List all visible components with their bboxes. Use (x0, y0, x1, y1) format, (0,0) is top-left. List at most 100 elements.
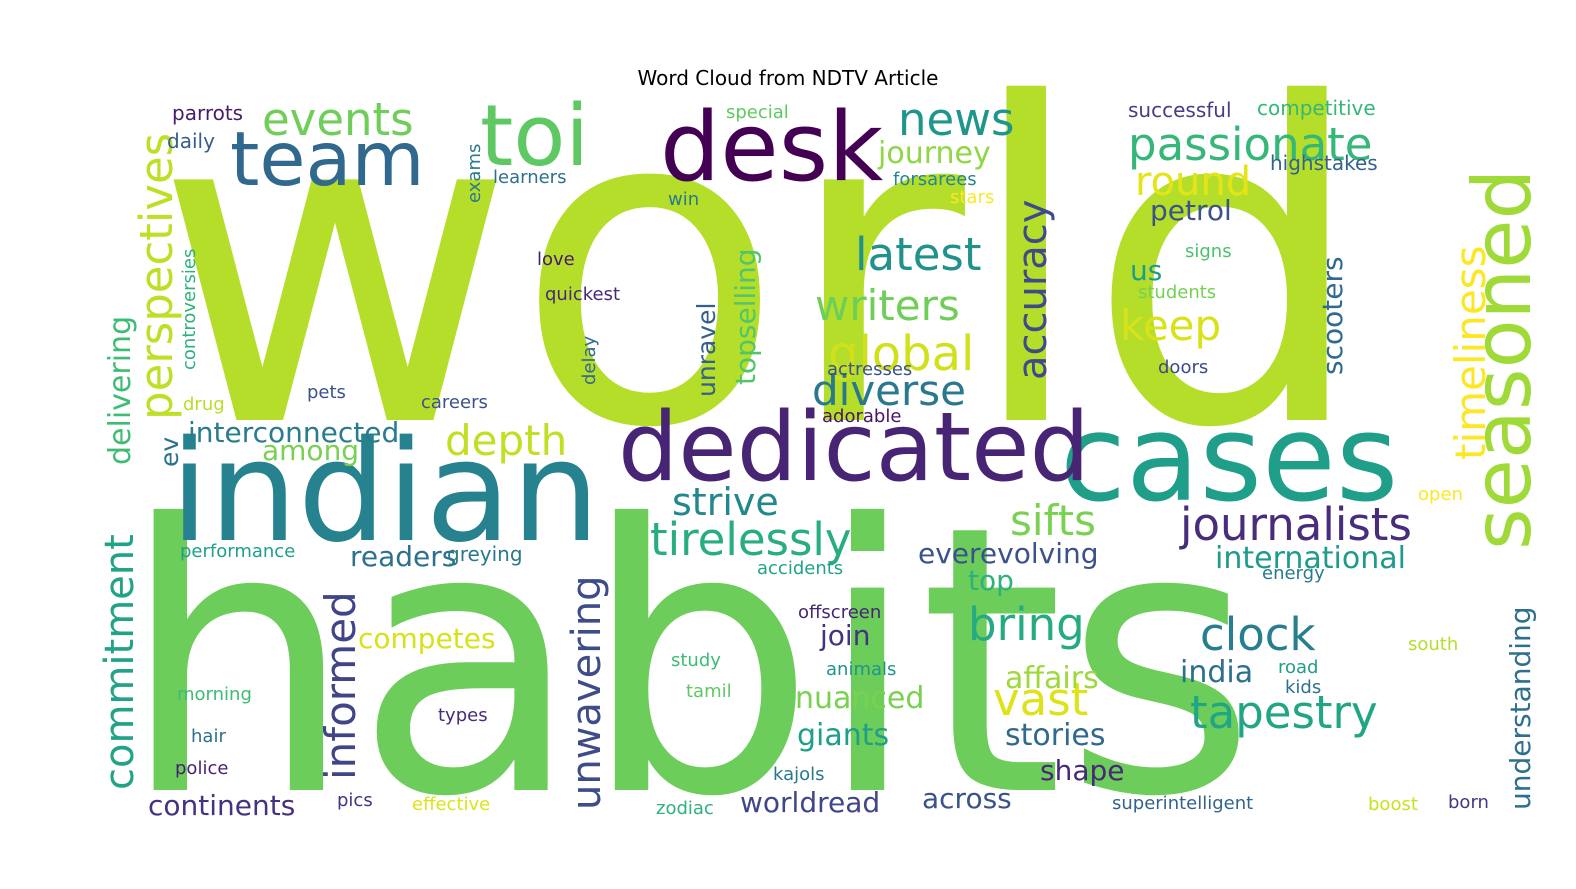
word-delivering: delivering (103, 316, 138, 465)
word-desk: desk (660, 93, 883, 203)
word-everevolving: everevolving (918, 537, 1099, 570)
word-across: across (922, 782, 1012, 815)
word-giants: giants (797, 718, 889, 753)
word-energy: energy (1262, 563, 1325, 584)
word-superintelligent: superintelligent (1112, 793, 1253, 814)
word-latest: latest (855, 228, 982, 281)
word-learners: learners (493, 167, 566, 188)
word-international: international (1215, 541, 1406, 576)
word-win: win (668, 189, 699, 210)
word-unwavering: unwavering (564, 575, 610, 810)
word-greying: greying (447, 542, 523, 566)
word-forsarees: forsarees (893, 169, 977, 190)
word-informed: informed (316, 591, 365, 780)
word-kajols: kajols (773, 764, 825, 785)
word-dedicated: dedicated (618, 393, 1090, 503)
word-types: types (438, 705, 488, 726)
word-vast: vast (993, 673, 1088, 726)
word-competes: competes (358, 622, 496, 655)
word-offscreen: offscreen (798, 602, 881, 623)
word-signs: signs (1185, 241, 1232, 262)
word-among: among (262, 434, 359, 467)
word-seasoned: seasoned (1456, 169, 1549, 550)
chart-title: Word Cloud from NDTV Article (637, 66, 939, 90)
word-special: special (726, 102, 789, 123)
word-zodiac: zodiac (656, 798, 714, 819)
word-global: global (828, 326, 974, 382)
word-us: us (1130, 254, 1162, 287)
word-readers: readers (350, 540, 456, 573)
word-indian: indian (170, 411, 600, 574)
word-parrots: parrots (172, 101, 243, 125)
word-topselling: topselling (729, 248, 762, 385)
word-perspectives: perspectives (130, 133, 183, 420)
word-shape: shape (1040, 754, 1125, 787)
word-understanding: understanding (1504, 606, 1537, 810)
word-world: world (155, 12, 1367, 524)
word-delay: delay (579, 335, 600, 385)
word-adorable: adorable (822, 406, 901, 427)
word-strive: strive (672, 480, 779, 524)
word-south: south (1408, 634, 1458, 655)
word-morning: morning (177, 684, 252, 705)
word-habits: habits (120, 448, 1257, 878)
word-accidents: accidents (757, 558, 843, 579)
word-quickest: quickest (545, 284, 620, 305)
word-actresses: actresses (827, 359, 912, 380)
word-timeliness: timeliness (1446, 246, 1495, 460)
word-tirelessly: tirelessly (650, 513, 852, 566)
word-diverse: diverse (812, 366, 966, 415)
word-top: top (968, 564, 1014, 597)
word-exams: exams (464, 144, 485, 203)
word-india: india (1180, 655, 1253, 690)
word-news: news (898, 93, 1014, 146)
word-born: born (1448, 792, 1489, 813)
word-nuanced: nuanced (795, 681, 924, 716)
word-tapestry: tapestry (1190, 686, 1378, 739)
word-sifts: sifts (1010, 496, 1096, 545)
word-depth: depth (445, 416, 567, 465)
word-commitment: commitment (97, 534, 143, 790)
word-scooters: scooters (1316, 256, 1349, 375)
word-animals: animals (826, 659, 896, 680)
word-accuracy: accuracy (1010, 200, 1056, 380)
word-study: study (671, 650, 721, 671)
word-careers: careers (421, 392, 488, 413)
word-love: love (537, 249, 575, 270)
word-kids: kids (1285, 677, 1321, 698)
word-boost: boost (1368, 794, 1418, 815)
word-interconnected: interconnected (188, 416, 399, 449)
word-passionate: passionate (1128, 118, 1373, 171)
word-cases: cases (1060, 390, 1398, 529)
word-open: open (1418, 484, 1463, 505)
word-pets: pets (307, 382, 346, 403)
word-students: students (1138, 282, 1216, 303)
word-successful: successful (1128, 98, 1232, 122)
word-keep: keep (1120, 301, 1221, 350)
word-round: round (1135, 159, 1251, 205)
word-tamil: tamil (686, 681, 732, 702)
word-toi: toi (480, 87, 589, 186)
word-writers: writers (815, 281, 960, 330)
word-unravel: unravel (692, 303, 721, 397)
word-stars: stars (950, 187, 994, 208)
word-doors: doors (1158, 357, 1208, 378)
word-daily: daily (167, 129, 215, 153)
word-road: road (1278, 657, 1318, 678)
word-bring: bring (968, 598, 1085, 651)
word-ev: ev (155, 437, 184, 467)
word-pics: pics (337, 790, 373, 811)
word-highstakes: highstakes (1270, 151, 1378, 175)
word-journalists: journalists (1179, 498, 1412, 551)
word-affairs: affairs (1005, 661, 1099, 696)
word-hair: hair (191, 726, 226, 747)
word-police: police (175, 758, 228, 779)
word-drug: drug (183, 394, 225, 415)
word-performance: performance (180, 541, 295, 562)
word-journey: journey (877, 136, 991, 171)
word-join: join (819, 619, 870, 652)
word-effective: effective (412, 794, 490, 815)
word-continents: continents (148, 789, 295, 822)
word-worldread: worldread (740, 786, 880, 819)
